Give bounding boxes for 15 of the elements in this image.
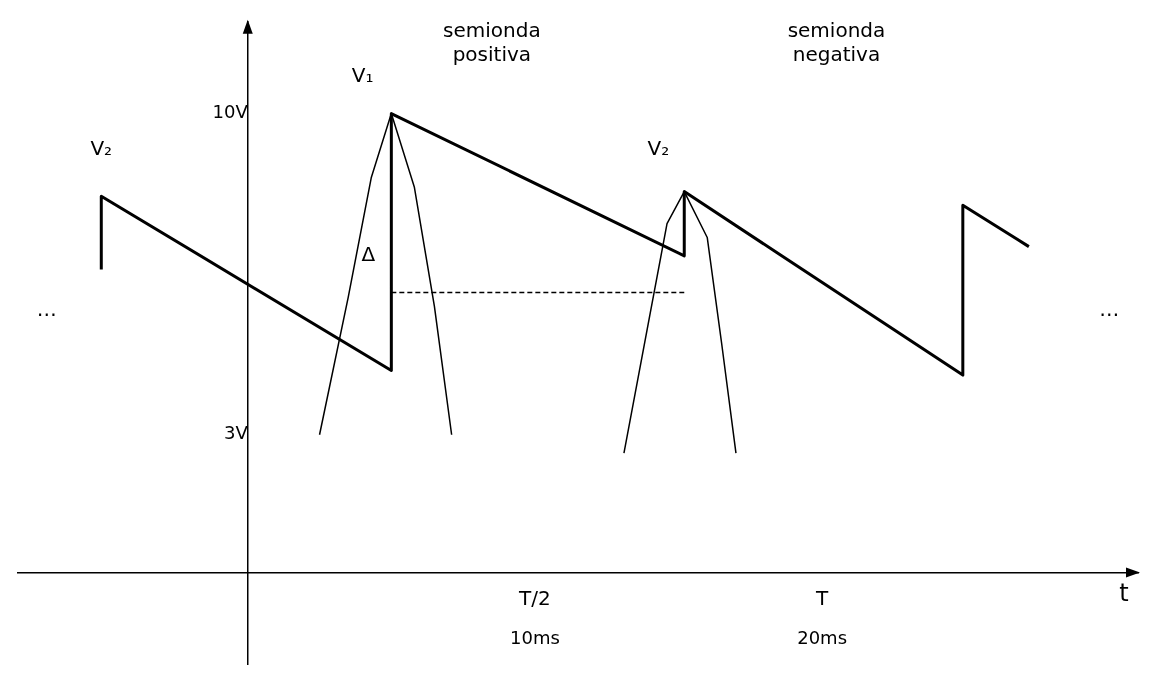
- annotation: …: [1099, 297, 1120, 322]
- y-tick-label: 3V: [223, 422, 249, 444]
- annotation: semionda negativa: [787, 18, 886, 67]
- annotation: semionda positiva: [443, 18, 541, 67]
- annotation: V₂: [90, 136, 113, 161]
- annotation: T/2: [518, 586, 551, 611]
- annotation: V₁: [351, 63, 374, 88]
- x-axis-title: t: [1119, 578, 1129, 607]
- annotation: V₂: [647, 136, 670, 161]
- x-tick-label: 20ms: [797, 626, 848, 648]
- annotation: Δ: [361, 242, 376, 267]
- annotation: T: [814, 586, 829, 611]
- y-tick-label: 10V: [212, 101, 249, 123]
- annotation: …: [36, 297, 57, 322]
- x-tick-label: 10ms: [510, 626, 560, 648]
